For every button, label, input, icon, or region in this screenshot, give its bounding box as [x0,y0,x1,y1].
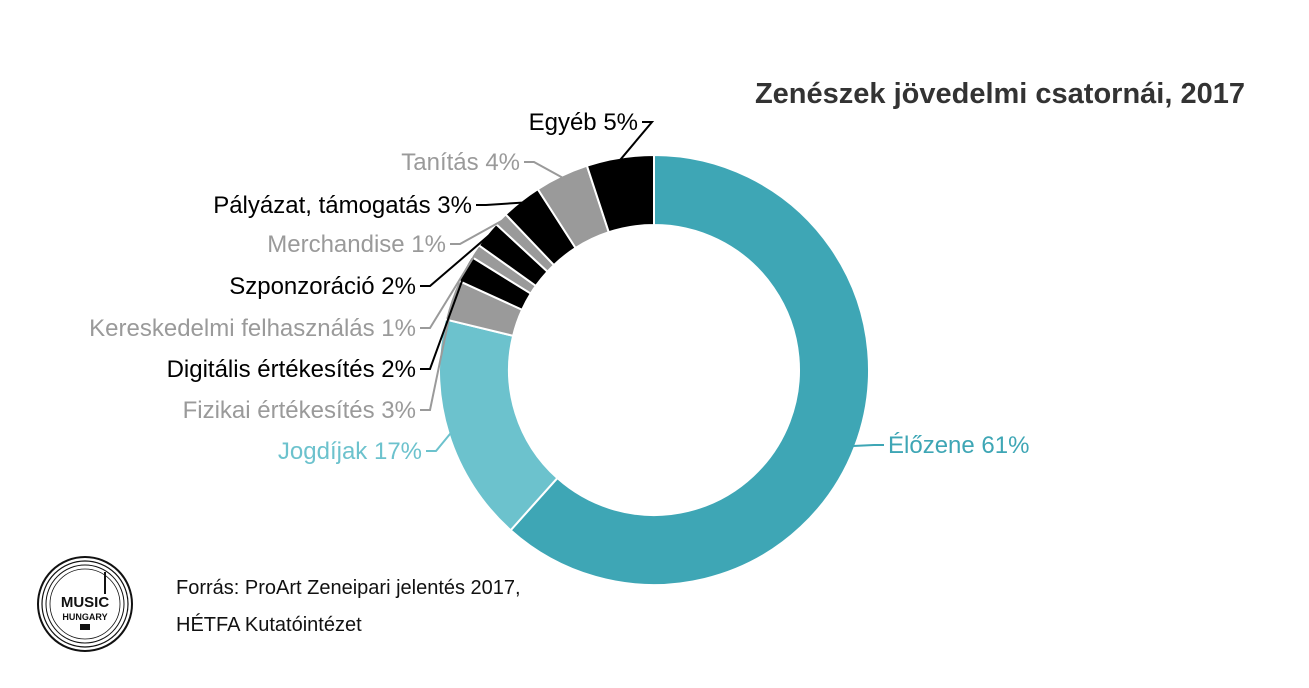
slice-label: Jogdíjak 17% [278,438,422,465]
slice-label: Szponzoráció 2% [229,273,416,300]
donut-slice [509,153,870,586]
slice-label: Kereskedelmi felhasználás 1% [89,315,416,342]
source-line-2: HÉTFA Kutatóintézet [176,614,362,636]
leader-lines [420,121,884,452]
source-note: Forrás: ProArt Zeneipari jelentés 2017, … [176,570,521,644]
slice-label: Fizikai értékesítés 3% [183,397,416,424]
leader-line [426,432,452,452]
chart-title: Zenészek jövedelmi csatornái, 2017 [755,78,1245,110]
slice-label: Egyéb 5% [529,109,638,136]
slice-label: Tanítás 4% [401,149,520,176]
leader-line [852,444,884,448]
leader-line [420,300,454,411]
logo-text-music: MUSIC [61,594,110,611]
slice-label: Élőzene 61% [888,432,1029,459]
leader-line [420,234,490,287]
leader-line [420,251,478,329]
leader-line [476,201,523,206]
leader-line [619,121,655,161]
donut-slice [585,153,655,234]
slices-group [438,153,870,586]
leader-line [450,219,503,245]
slice-label: Merchandise 1% [267,231,446,258]
slice-label: Digitális értékesítés 2% [167,356,416,383]
source-line-1: Forrás: ProArt Zeneipari jelentés 2017, [176,577,521,599]
logo-text-hungary: HUNGARY [62,612,107,622]
music-hungary-logo: MUSIC HUNGARY [37,556,133,652]
leader-line [524,161,563,179]
slice-label: Pályázat, támogatás 3% [213,192,472,219]
leader-line [420,269,468,370]
slice-labels: Élőzene 61% Jogdíjak 17% Fizikai értékesít… [89,109,1029,465]
donut-slice [438,318,559,532]
